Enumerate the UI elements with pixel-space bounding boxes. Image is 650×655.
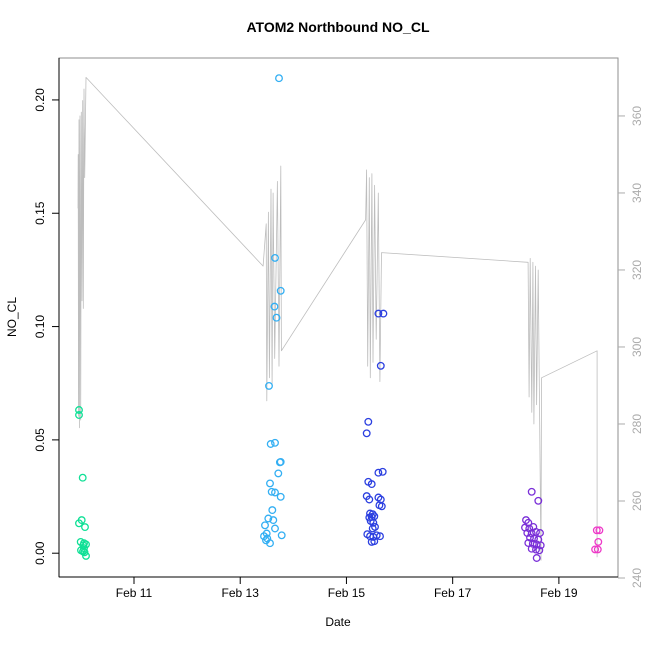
data-point-flight-feb18	[534, 496, 543, 505]
data-point-flight-feb15	[378, 467, 387, 476]
data-point-flight-feb15	[374, 493, 383, 502]
data-point-flight-feb13	[276, 492, 285, 501]
data-point-flight-feb13	[264, 514, 273, 523]
data-point-flight-feb10	[75, 406, 83, 414]
chart-title: ATOM2 Northbound NO_CL	[246, 19, 429, 35]
data-point-flight-feb13	[265, 381, 273, 390]
trace-line	[77, 77, 598, 561]
data-point-flight-feb15	[374, 468, 383, 477]
data-point-flight-feb13	[261, 521, 269, 530]
x-tick-label: Feb 19	[540, 586, 578, 600]
x-tick-label: Feb 11	[116, 586, 153, 600]
data-point-flight-feb18	[535, 546, 544, 555]
data-point-flight-feb15	[369, 532, 378, 541]
x-tick-label: Feb 17	[434, 586, 472, 600]
data-point-flight-feb18	[524, 539, 533, 547]
data-point-flight-feb19	[595, 526, 604, 535]
data-point-flight-feb18	[528, 539, 537, 548]
data-point-flight-feb13	[266, 440, 275, 448]
data-point-flight-feb15	[374, 309, 383, 318]
data-point-flight-feb10	[82, 551, 90, 560]
data-point-flight-feb13	[271, 438, 279, 447]
x-axis-label: Date	[325, 615, 351, 629]
data-point-flight-feb13	[271, 253, 279, 262]
data-point-flight-feb19	[591, 545, 600, 554]
data-point-flight-feb19	[594, 537, 603, 546]
data-point-flight-feb18	[536, 529, 544, 537]
data-point-flight-feb15	[369, 518, 378, 527]
data-point-flight-feb15	[367, 480, 376, 489]
right-tick-label: 260	[630, 491, 644, 511]
data-point-flight-feb13	[276, 286, 285, 295]
y-tick-label: 0.20	[33, 88, 47, 112]
y-tick-label: 0.10	[33, 315, 47, 339]
data-point-flight-feb13	[277, 531, 286, 540]
data-point-flight-feb15	[362, 429, 371, 438]
data-point-flight-feb18	[527, 487, 536, 496]
data-point-flight-feb13	[272, 313, 281, 322]
data-point-flight-feb13	[274, 469, 283, 478]
right-tick-label: 340	[630, 183, 644, 203]
data-point-flight-feb13	[269, 516, 278, 525]
data-point-flight-feb15	[379, 309, 388, 318]
data-point-flight-feb13	[271, 524, 279, 533]
data-point-flight-feb19	[592, 526, 601, 535]
y-tick-label: 0.00	[33, 541, 47, 565]
data-point-flight-feb18	[532, 554, 541, 562]
data-point-flight-feb15	[376, 361, 385, 370]
data-point-flight-feb10	[75, 519, 83, 528]
data-point-flight-feb18	[536, 541, 545, 550]
data-point-flight-feb13	[267, 487, 276, 496]
data-point-flight-feb15	[368, 524, 377, 533]
x-tick-label: Feb 13	[222, 586, 260, 600]
data-point-flight-feb13	[275, 74, 283, 83]
data-point-flight-feb13	[270, 302, 279, 311]
data-point-flight-feb19	[593, 545, 602, 554]
data-point-flight-feb15	[367, 537, 376, 546]
data-point-flight-feb13	[271, 488, 279, 497]
right-tick-label: 320	[630, 260, 644, 280]
data-point-flight-feb13	[266, 479, 274, 488]
right-tick-label: 280	[630, 414, 644, 434]
data-point-flight-feb15	[364, 417, 373, 426]
y-tick-label: 0.15	[33, 201, 47, 225]
data-point-flight-feb15	[365, 495, 374, 504]
data-point-flight-feb15	[377, 502, 386, 511]
data-point-flight-feb10	[75, 411, 83, 419]
plot-box	[58, 57, 619, 578]
y-tick-label: 0.05	[33, 428, 47, 452]
data-point-flight-feb13	[266, 539, 274, 548]
data-point-flight-feb18	[526, 533, 534, 542]
right-tick-label: 240	[630, 568, 644, 588]
x-tick-label: Feb 15	[328, 586, 366, 600]
data-point-flight-feb10	[80, 548, 89, 557]
data-point-flight-feb10	[78, 473, 87, 482]
plot-content: Feb 11 Feb 13 Feb 15 Feb 17 Feb 19 0.00 0.05 0.…	[33, 57, 644, 600]
data-point-flight-feb18	[532, 545, 540, 554]
data-point-flight-feb13	[275, 458, 284, 467]
data-point-flight-feb18	[527, 544, 536, 553]
right-tick-label: 360	[630, 106, 644, 126]
y-axis-label: NO_CL	[5, 297, 19, 337]
data-point-flight-feb10	[81, 523, 89, 532]
data-point-flight-feb13	[268, 506, 277, 515]
right-tick-label: 300	[630, 337, 644, 357]
